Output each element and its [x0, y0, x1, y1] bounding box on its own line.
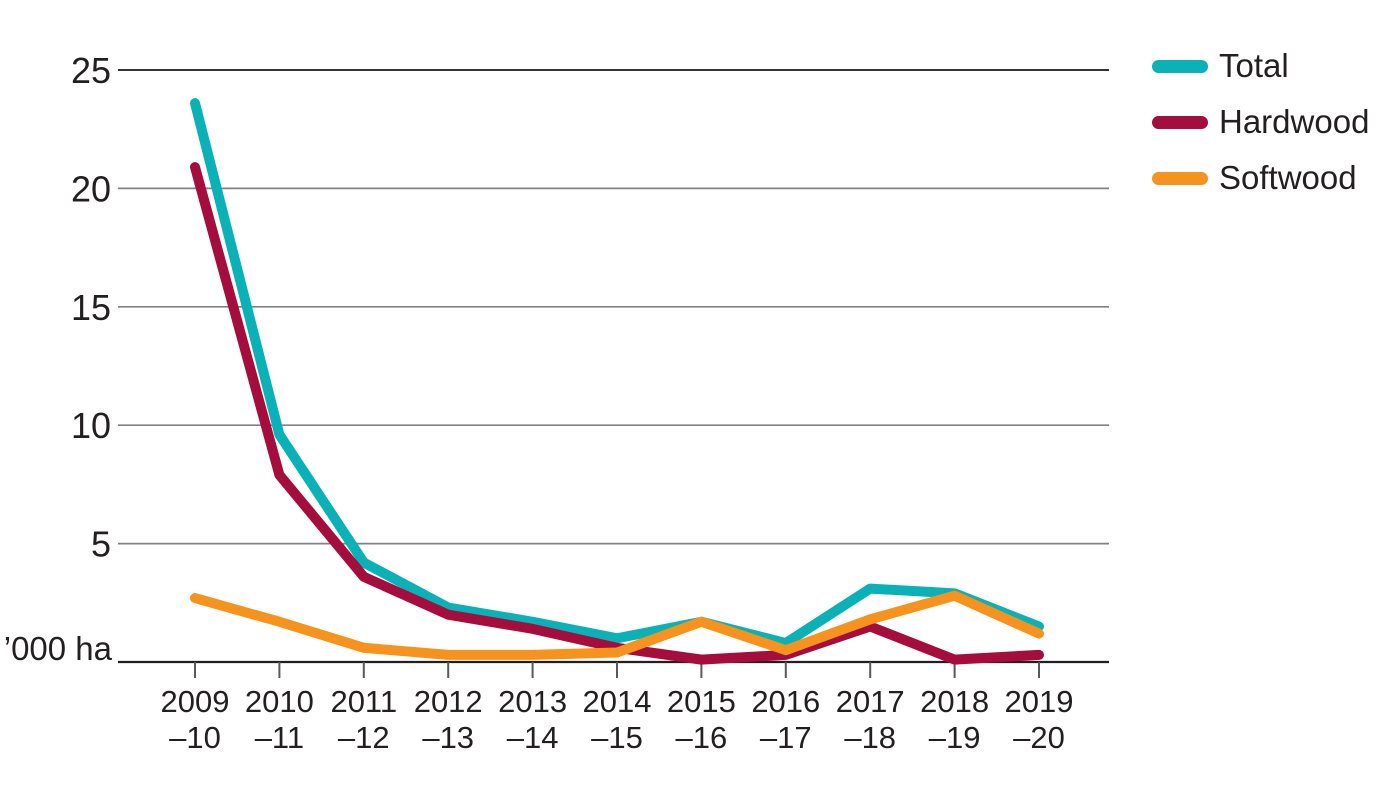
x-axis-label-2010-bottom: –11: [255, 720, 304, 755]
x-axis-label-2019-bottom: –20: [1013, 720, 1065, 755]
x-axis-label-2009-bottom: –10: [169, 720, 221, 755]
x-axis-label-2009-top: 2009: [161, 684, 230, 719]
x-axis-label-2018-bottom: –19: [929, 720, 981, 755]
x-axis-label-2019-top: 2019: [1005, 684, 1074, 719]
x-axis-label-2013-bottom: –14: [507, 720, 559, 755]
series-line-softwood: [190, 590, 1044, 660]
x-axis-label-2016-top: 2016: [751, 684, 820, 719]
x-axis-label-2017-top: 2017: [836, 684, 905, 719]
x-axis-label-2012-bottom: –13: [422, 720, 474, 755]
x-axis-label-2015-top: 2015: [667, 684, 736, 719]
y-axis-label-5: 5: [91, 524, 111, 565]
y-axis-label-25: 25: [71, 50, 111, 91]
x-axis-label-2015-bottom: –16: [676, 720, 728, 755]
y-axis-label-15: 15: [71, 287, 111, 328]
x-axis-label-2014-top: 2014: [583, 684, 652, 719]
series-line-hardwood: [190, 162, 1044, 665]
legend-item-total: Total: [1152, 46, 1369, 86]
x-axis-label-2012-top: 2012: [414, 684, 483, 719]
x-axis-label-2011-bottom: –12: [338, 720, 390, 755]
legend-swatch-total: [1152, 59, 1208, 73]
x-axis-label-2017-bottom: –18: [844, 720, 896, 755]
legend-label-hardwood: Hardwood: [1219, 103, 1370, 140]
legend-swatch-softwood: [1152, 171, 1208, 185]
legend-item-softwood: Softwood: [1152, 158, 1369, 198]
legend-label-total: Total: [1219, 47, 1289, 84]
x-axis-label-2014-bottom: –15: [591, 720, 643, 755]
y-axis-label-10: 10: [71, 405, 111, 446]
x-axis-label-2013-top: 2013: [498, 684, 567, 719]
legend: Total Hardwood Softwood: [1152, 46, 1369, 198]
x-axis-label-2011-top: 2011: [330, 684, 397, 719]
y-axis-unit-label: ’000 ha: [4, 630, 113, 667]
legend-label-softwood: Softwood: [1219, 159, 1357, 196]
y-axis-label-20: 20: [71, 168, 111, 209]
x-axis-label-2010-top: 2010: [245, 684, 314, 719]
series-line-total: [190, 98, 1044, 649]
legend-item-hardwood: Hardwood: [1152, 102, 1369, 142]
x-axis-label-2016-bottom: –17: [760, 720, 812, 755]
legend-swatch-hardwood: [1152, 115, 1208, 129]
x-axis-label-2018-top: 2018: [920, 684, 989, 719]
